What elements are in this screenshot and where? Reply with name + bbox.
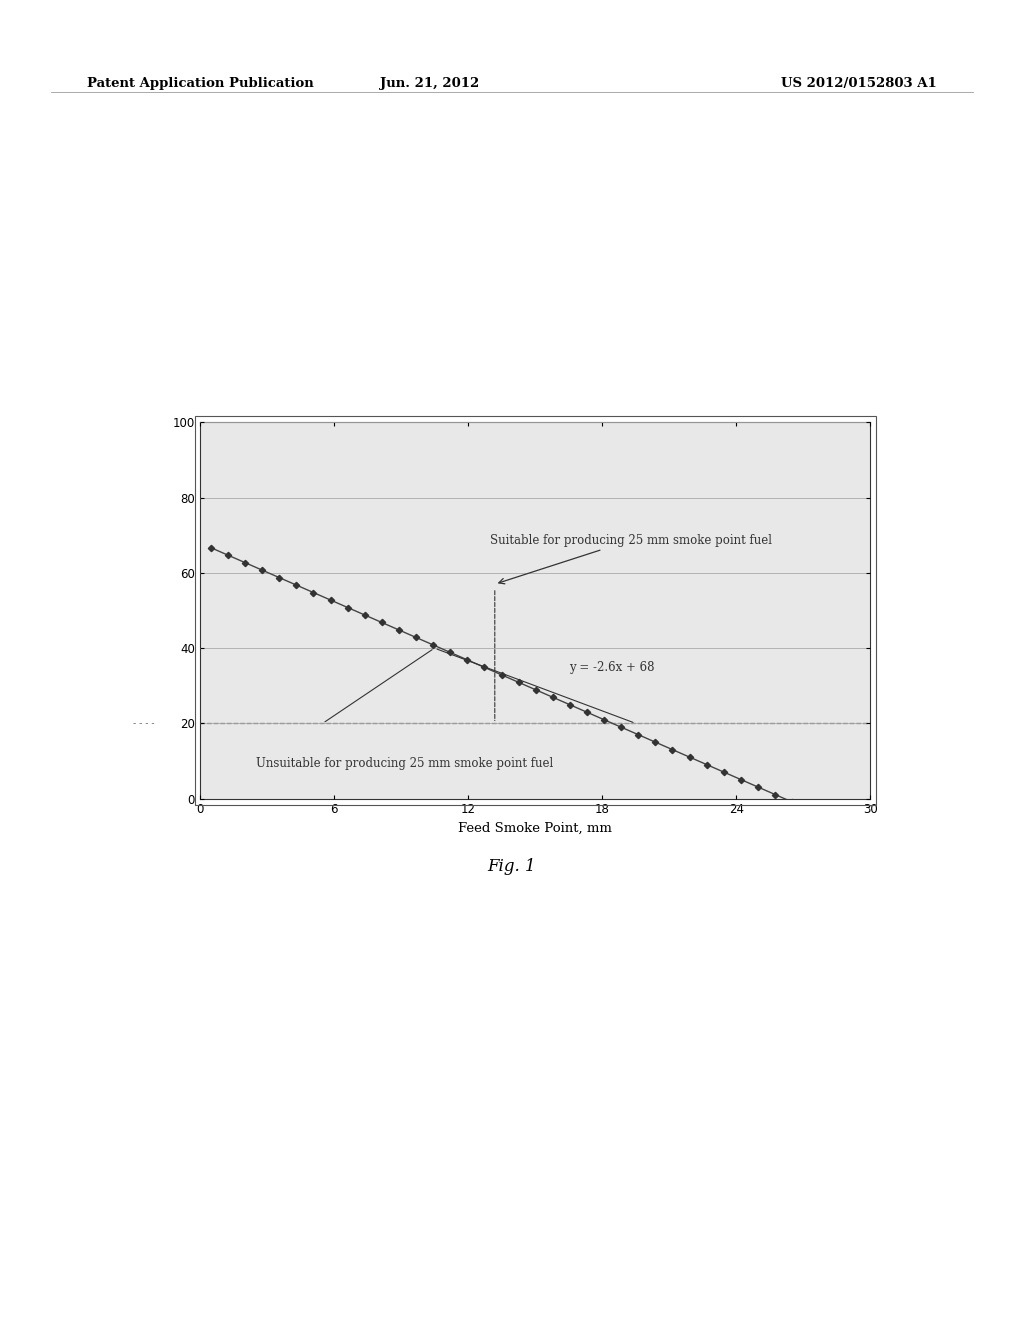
X-axis label: Feed Smoke Point, mm: Feed Smoke Point, mm (458, 822, 612, 836)
Text: Fig. 1: Fig. 1 (487, 858, 537, 875)
Text: Jun. 21, 2012: Jun. 21, 2012 (381, 77, 479, 90)
Text: Patent Application Publication: Patent Application Publication (87, 77, 313, 90)
Text: y = -2.6x + 68: y = -2.6x + 68 (568, 661, 654, 673)
Text: Suitable for producing 25 mm smoke point fuel: Suitable for producing 25 mm smoke point… (490, 533, 772, 583)
Text: Unsuitable for producing 25 mm smoke point fuel: Unsuitable for producing 25 mm smoke poi… (256, 758, 553, 770)
Text: - - - -: - - - - (133, 719, 155, 727)
Text: US 2012/0152803 A1: US 2012/0152803 A1 (781, 77, 937, 90)
